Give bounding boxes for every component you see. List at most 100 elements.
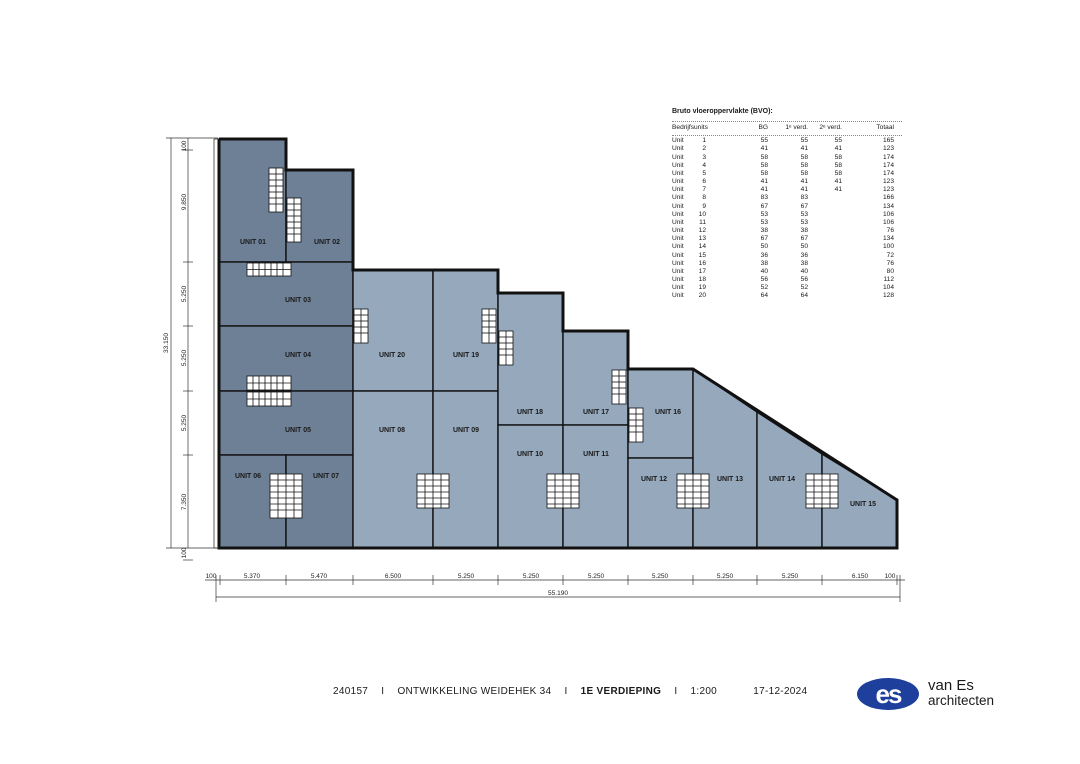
stair-u16 — [628, 407, 644, 443]
bvo-unit-number: 2 — [702, 145, 706, 153]
bvo-row: Unit 3 58 58 58 174 — [672, 154, 912, 162]
bottom-dimensions: 100 5.370 5.470 6.500 5.250 5.250 5.250 … — [206, 573, 896, 597]
unit-09-label: UNIT 09 — [453, 427, 479, 434]
bvo-1e: 53 — [800, 218, 808, 226]
bvo-total: 76 — [886, 259, 894, 267]
bvo-unit-number: 3 — [702, 153, 706, 161]
bvo-1e: 40 — [800, 267, 808, 275]
bvo-total: 165 — [882, 137, 894, 145]
bvo-bg: 38 — [760, 227, 768, 235]
left-dimension-lines — [166, 137, 218, 561]
bottom-dimension-lines — [205, 575, 905, 602]
bvo-bg: 36 — [760, 251, 768, 259]
bvo-1e: 58 — [800, 169, 808, 177]
dim-bottom-2: 5.470 — [311, 573, 328, 580]
dim-left-5: 7.350 — [181, 493, 188, 510]
bvo-unit-number: 4 — [702, 161, 706, 169]
bvo-unit-number: 9 — [702, 202, 706, 210]
dim-bottom-6: 5.250 — [588, 573, 605, 580]
bvo-unit-word: Unit — [672, 218, 684, 226]
bvo-total: 106 — [882, 210, 894, 218]
bvo-row: Unit 13 67 67 134 — [672, 235, 912, 243]
bvo-total: 128 — [882, 292, 894, 300]
bvo-bg: 58 — [760, 153, 768, 161]
dim-left-0: 100 — [181, 140, 188, 151]
bvo-bg: 67 — [760, 235, 768, 243]
bvo-title: Bruto vloeroppervlakte (BVO): — [672, 108, 773, 115]
bvo-total: 123 — [882, 178, 894, 186]
bvo-2e — [808, 211, 842, 219]
bvo-unit-number: 1 — [702, 137, 706, 145]
bvo-unit-word: Unit — [672, 227, 684, 235]
stairs — [246, 167, 839, 519]
bvo-bg: 53 — [760, 210, 768, 218]
bvo-header-bg: BG — [758, 124, 768, 132]
bvo-bg: 83 — [760, 194, 768, 202]
bvo-divider-top — [672, 121, 902, 123]
logo-text: van Es architecten — [928, 678, 994, 708]
stair-u17 — [611, 369, 627, 405]
bvo-1e: 53 — [800, 210, 808, 218]
unit-15-label: UNIT 15 — [850, 501, 876, 508]
bvo-1e: 67 — [800, 202, 808, 210]
dim-bottom-4: 5.250 — [458, 573, 475, 580]
unit-01-label: UNIT 01 — [240, 239, 266, 246]
bvo-total: 174 — [882, 153, 894, 161]
unit-06-label: UNIT 06 — [235, 473, 261, 480]
bvo-bg: 41 — [760, 178, 768, 186]
bvo-divider-mid — [672, 135, 902, 137]
unit-17-label: UNIT 17 — [583, 409, 609, 416]
bvo-total: 100 — [882, 243, 894, 251]
bvo-unit-word: Unit — [672, 267, 684, 275]
bvo-row: Unit 14 50 50 100 — [672, 243, 912, 251]
bvo-row: Unit 10 53 53 106 — [672, 211, 912, 219]
unit-03-label: UNIT 03 — [285, 297, 311, 304]
unit-16-label: UNIT 16 — [655, 409, 681, 416]
bvo-unit-word: Unit — [672, 145, 684, 153]
stair-u03 — [246, 262, 292, 277]
bvo-unit-word: Unit — [672, 178, 684, 186]
logo-mark: es — [876, 679, 902, 709]
bvo-2e — [808, 194, 842, 202]
bvo-2e — [808, 227, 842, 235]
footer-separator: I — [564, 686, 568, 697]
bvo-2e — [808, 284, 842, 292]
bvo-1e: 58 — [800, 153, 808, 161]
stair-u08-u09 — [416, 473, 450, 509]
stair-u10-u11 — [546, 473, 580, 509]
bvo-1e: 83 — [800, 194, 808, 202]
bvo-1e: 38 — [800, 227, 808, 235]
unit-20-label: UNIT 20 — [379, 352, 405, 359]
bvo-2e — [808, 235, 842, 243]
unit-10-label: UNIT 10 — [517, 451, 543, 458]
bvo-unit-word: Unit — [672, 284, 684, 292]
dim-left-6: 100 — [181, 547, 188, 558]
dim-bottom-3: 6.500 — [385, 573, 402, 580]
bvo-bg: 67 — [760, 202, 768, 210]
bvo-unit-word: Unit — [672, 210, 684, 218]
bvo-unit-word: Unit — [672, 259, 684, 267]
bvo-unit-number: 16 — [698, 259, 706, 267]
bvo-2e: 58 — [834, 153, 842, 161]
bvo-1e: 41 — [800, 186, 808, 194]
unit-05-label: UNIT 05 — [285, 427, 311, 434]
unit-08-area — [352, 390, 434, 549]
bvo-row: Unit 16 38 38 76 — [672, 260, 912, 268]
bvo-row: Unit 9 67 67 134 — [672, 203, 912, 211]
logo-line-2: architecten — [928, 693, 995, 708]
bvo-row: Unit 4 58 58 58 174 — [672, 162, 912, 170]
dim-bottom-9: 5.250 — [782, 573, 799, 580]
bvo-row: Unit 8 83 83 166 — [672, 194, 912, 202]
unit-shapes — [218, 138, 898, 549]
facade-lines — [213, 138, 219, 549]
bvo-table: Bruto vloeroppervlakte (BVO): Bedrijfsun… — [672, 108, 912, 300]
bvo-bg: 64 — [760, 292, 768, 300]
stair-u12-u13 — [676, 473, 710, 509]
dim-bottom-11: 100 — [885, 573, 896, 580]
footer-separator: I — [381, 686, 385, 697]
bvo-row: Unit 6 41 41 41 123 — [672, 178, 912, 186]
stair-u06-u07 — [269, 473, 303, 519]
bvo-total: 174 — [882, 169, 894, 177]
bvo-unit-number: 7 — [702, 186, 706, 194]
dim-left-3: 5.250 — [181, 349, 188, 366]
